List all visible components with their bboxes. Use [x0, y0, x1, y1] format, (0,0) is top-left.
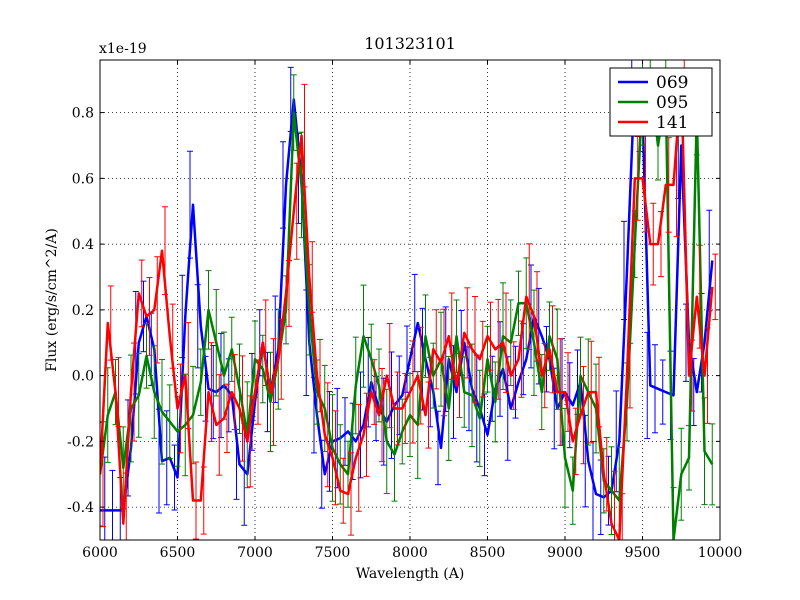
series-line-069: [100, 78, 714, 512]
x-tick-label: 8000: [392, 545, 428, 561]
y-axis-label: Flux (erg/s/cm^2/A): [44, 228, 60, 372]
x-axis-label: Wavelength (A): [356, 566, 465, 582]
x-tick-label: 7000: [237, 545, 273, 561]
legend-label-069: 069: [656, 73, 688, 93]
x-tick-label: 6000: [82, 545, 118, 561]
chart-title: 101323101: [364, 34, 456, 53]
y-tick-label: -0.4: [67, 500, 94, 516]
x-tick-label: 8500: [470, 545, 506, 561]
series-141: [100, 60, 719, 540]
y-tick-label: 0.0: [72, 369, 94, 385]
x-tick-label: 6500: [160, 545, 196, 561]
legend-label-095: 095: [656, 93, 688, 113]
data-layer: [100, 60, 719, 540]
y-tick-label: 0.6: [72, 171, 94, 187]
legend-label-141: 141: [656, 113, 688, 133]
y-tick-label: 0.2: [72, 303, 94, 319]
x-tick-label: 7500: [315, 545, 351, 561]
y-offset-label: x1e-19: [99, 41, 147, 57]
series-line-141: [100, 78, 714, 540]
series-line-095: [100, 78, 714, 540]
y-tick-label: -0.2: [67, 434, 94, 450]
ticks: 6000 6500 7000 7500 8000 8500 9000 9500 10000 -0.…: [67, 60, 742, 561]
series-095: [100, 60, 716, 540]
y-tick-label: 0.4: [72, 237, 94, 253]
x-tick-label: 9000: [547, 545, 583, 561]
x-tick-label: 9500: [625, 545, 661, 561]
x-tick-label: 10000: [698, 545, 743, 561]
y-tick-label: 0.8: [72, 106, 94, 122]
